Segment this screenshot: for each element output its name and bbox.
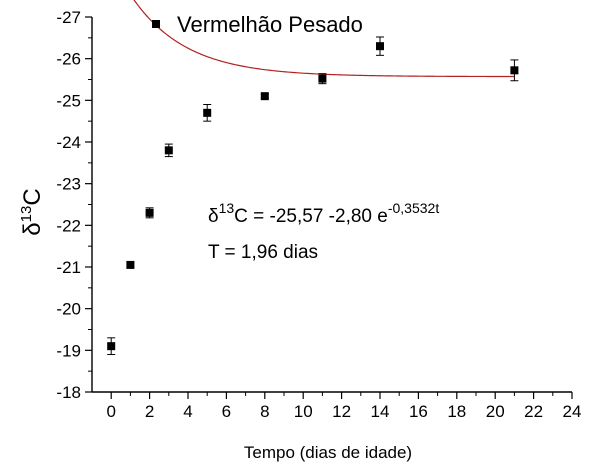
fit-equation-sup: 13 bbox=[219, 200, 235, 216]
x-tick-label: 4 bbox=[183, 402, 192, 421]
point-marker bbox=[107, 342, 116, 351]
x-tick-label: 2 bbox=[145, 402, 154, 421]
y-tick-label: -25 bbox=[56, 91, 81, 110]
y-tick-label: -20 bbox=[56, 300, 81, 319]
data-point bbox=[145, 207, 154, 219]
y-ticks: -18 -19 -20 -21 -22 -23 -24 -25 -26 -27 bbox=[56, 8, 92, 402]
x-axis-title: Tempo (dias de idade) bbox=[244, 443, 412, 462]
data-point bbox=[260, 92, 269, 101]
x-tick-label: 6 bbox=[222, 402, 231, 421]
data-points bbox=[107, 36, 519, 355]
t-value-annotation: T = 1,96 dias bbox=[208, 242, 318, 263]
point-marker bbox=[164, 146, 173, 155]
legend: Vermelhão Pesado bbox=[152, 12, 363, 37]
x-tick-label: 16 bbox=[409, 402, 428, 421]
y-axis-title-main: δ bbox=[19, 222, 46, 235]
y-tick-label: -26 bbox=[56, 50, 81, 69]
point-marker bbox=[510, 66, 519, 75]
y-axis-title: δ13C bbox=[18, 188, 46, 235]
y-tick-label: -24 bbox=[56, 133, 81, 152]
y-tick-label: -23 bbox=[56, 175, 81, 194]
y-tick-label: -21 bbox=[56, 258, 81, 277]
y-axis-title-sup: 13 bbox=[18, 206, 35, 223]
y-tick-label: -19 bbox=[56, 341, 81, 360]
x-tick-label: 24 bbox=[563, 402, 582, 421]
point-marker bbox=[376, 42, 384, 51]
x-tick-label: 22 bbox=[524, 402, 543, 421]
point-marker bbox=[318, 74, 327, 83]
fit-curve-group bbox=[133, 0, 515, 78]
data-point bbox=[318, 73, 327, 85]
fit-equation-body: C = -25,57 -2,80 e bbox=[234, 206, 388, 227]
legend-label: Vermelhão Pesado bbox=[177, 12, 363, 37]
fit-equation-exponent: -0,3532t bbox=[388, 200, 439, 216]
data-point bbox=[510, 59, 519, 82]
fit-equation-prefix: δ bbox=[208, 206, 219, 227]
point-marker bbox=[126, 260, 135, 269]
legend-marker bbox=[152, 20, 160, 28]
x-tick-label: 12 bbox=[332, 402, 351, 421]
x-tick-label: 10 bbox=[294, 402, 313, 421]
x-tick-label: 18 bbox=[447, 402, 466, 421]
point-marker bbox=[145, 208, 154, 217]
fit-curve bbox=[133, 0, 515, 78]
x-tick-label: 8 bbox=[260, 402, 269, 421]
fit-equation: δ13C = -25,57 -2,80 e-0,3532t bbox=[208, 200, 439, 227]
y-tick-label: -22 bbox=[56, 216, 81, 235]
data-point bbox=[376, 36, 384, 56]
x-tick-label: 14 bbox=[371, 402, 390, 421]
data-point bbox=[203, 104, 212, 122]
point-marker bbox=[260, 92, 269, 101]
x-ticks: 0 2 4 6 8 10 12 14 16 18 20 22 24 bbox=[106, 392, 581, 421]
point-marker bbox=[203, 108, 212, 117]
plot-axes bbox=[91, 17, 572, 393]
data-point bbox=[107, 337, 116, 355]
y-tick-label: -27 bbox=[56, 8, 81, 27]
data-point bbox=[164, 143, 173, 158]
y-axis-title-tail: C bbox=[19, 188, 46, 205]
y-tick-label: -18 bbox=[56, 383, 81, 402]
x-tick-label: 20 bbox=[486, 402, 505, 421]
data-point bbox=[126, 260, 135, 269]
x-tick-label: 0 bbox=[106, 402, 115, 421]
